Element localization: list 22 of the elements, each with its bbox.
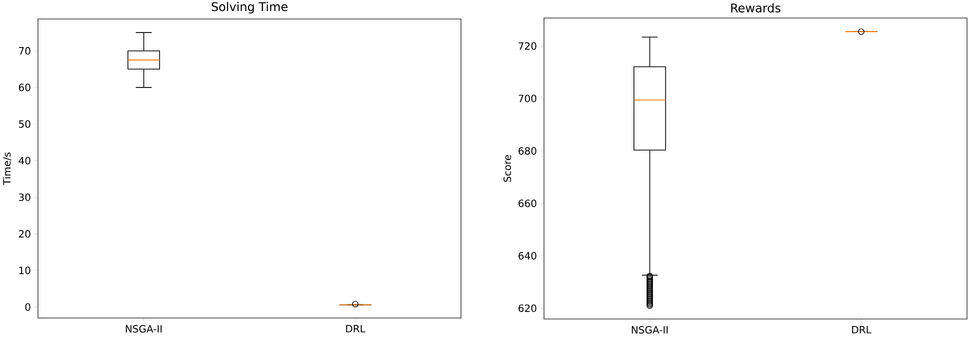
- y-tick-label: 70: [19, 47, 30, 55]
- y-tick-label: 680: [518, 147, 536, 155]
- x-tick-label: DRL: [852, 326, 872, 334]
- y-tick-label: 10: [19, 266, 30, 274]
- y-tick-label: 20: [18, 230, 30, 238]
- y-tick-label: 60: [18, 84, 30, 92]
- chart-title: Rewards: [731, 3, 780, 12]
- x-tick-label: DRL: [346, 325, 366, 332]
- y-tick-label: 660: [518, 200, 536, 208]
- y-tick-label: 40: [18, 156, 30, 164]
- y-tick-label: 0: [25, 303, 30, 311]
- y-tick-label: 700: [518, 94, 536, 102]
- y-axis-title: Score: [503, 155, 512, 182]
- y-tick-label: 640: [518, 252, 536, 260]
- x-tick-label: NSGA-II: [632, 326, 668, 334]
- y-axis-title: Time/s: [2, 152, 12, 186]
- y-tick-label: 30: [19, 193, 30, 202]
- chart-title: Solving Time: [212, 2, 288, 14]
- y-tick-label: 720: [518, 42, 536, 50]
- y-tick-label: 620: [518, 304, 536, 312]
- x-tick-label: NSGA-II: [126, 325, 162, 333]
- y-tick-label: 50: [19, 120, 30, 128]
